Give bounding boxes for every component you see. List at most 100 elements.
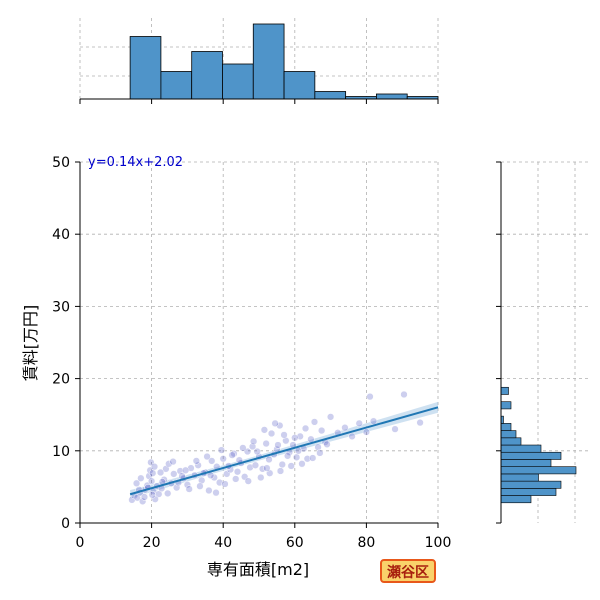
scatter-point (196, 482, 204, 490)
scatter-point (137, 474, 145, 482)
scatter-point (298, 460, 306, 468)
scatter-point (291, 434, 299, 442)
scatter-point (146, 466, 154, 474)
scatter-point (232, 475, 240, 483)
top-histogram-bar (129, 36, 162, 100)
scatter-point (274, 441, 282, 449)
scatter-point (276, 467, 285, 475)
top-histogram-bar (160, 71, 193, 100)
scatter-point (139, 497, 147, 505)
y-axis-label: 賃料[万円] (21, 305, 40, 382)
right-histogram-bar (500, 430, 517, 439)
scatter-point (265, 455, 273, 464)
scatter-point (400, 390, 408, 399)
scatter-point (203, 452, 211, 461)
scatter-point (416, 418, 424, 427)
scatter-point (253, 447, 261, 456)
right-histogram-bar (500, 459, 552, 467)
scatter-point (296, 432, 304, 441)
scatter-point (198, 476, 206, 485)
x-tick-label: 20 (143, 535, 161, 551)
scatter-point (156, 468, 165, 477)
right-histogram-bar (500, 386, 509, 395)
scatter-point (244, 477, 252, 485)
scatter-point (263, 464, 271, 472)
scatter-point (362, 428, 371, 436)
scatter-point (140, 493, 149, 501)
scatter-point (219, 455, 227, 463)
scatter-point (169, 457, 177, 466)
top-histogram (129, 23, 439, 100)
regression-equation: y=0.14x+2.02 (88, 155, 183, 170)
right-histogram-bar (500, 488, 557, 496)
scatter-point (170, 470, 178, 478)
ward-badge: 瀬谷区 (380, 559, 436, 583)
right-histogram-bar (500, 401, 512, 410)
right-histogram-bar (500, 451, 562, 460)
scatter-point (192, 457, 201, 465)
scatter-point (314, 443, 322, 451)
scatter-point (341, 424, 349, 432)
y-tick-label: 50 (52, 155, 70, 171)
scatter-point (366, 393, 374, 401)
top-histogram-bar (314, 91, 347, 100)
x-tick-label: 0 (76, 535, 85, 551)
scatter-point (165, 460, 173, 468)
y-tick-label: 30 (52, 299, 70, 315)
scatter-point (251, 461, 260, 469)
scatter-point (147, 477, 156, 485)
right-histogram-bar (500, 437, 522, 446)
x-tick-label: 60 (286, 535, 304, 551)
right-histogram-bar (500, 466, 577, 475)
scatter-point (183, 481, 192, 489)
regression-line (129, 406, 439, 496)
scatter-point (205, 486, 213, 495)
scatter-point (287, 462, 295, 470)
scatter-point (241, 473, 249, 481)
y-tick-label: 40 (52, 227, 70, 243)
scatter-point (310, 418, 319, 426)
scatter-point (217, 446, 226, 454)
scatter-point (151, 495, 159, 503)
right-histogram-bar (500, 473, 539, 482)
scatter-point (212, 489, 220, 497)
scatter-point (185, 485, 193, 493)
scatter-point (271, 419, 279, 428)
right-histogram-bar (500, 423, 512, 431)
right-histogram-bar (500, 480, 562, 489)
scatter-point (228, 451, 236, 459)
top-histogram-bar (191, 51, 223, 100)
scatter-point (233, 468, 242, 476)
scatter-point (355, 419, 363, 428)
scatter-point (309, 454, 317, 462)
scatter-point (246, 463, 254, 472)
scatter-point (147, 458, 155, 467)
scatter-point (223, 470, 231, 478)
scatter-point (210, 473, 218, 482)
scatter-point (282, 437, 290, 445)
x-tick-label: 100 (425, 535, 452, 551)
scatter-point (164, 489, 172, 498)
scatter-point (280, 431, 288, 439)
scatter-point (148, 491, 156, 499)
scatter-point (267, 429, 276, 438)
scatter-point (326, 413, 335, 421)
top-histogram-bar (283, 71, 316, 100)
scatter-point (149, 469, 157, 477)
scatter-point (262, 439, 270, 448)
top-histogram-bar (252, 23, 285, 100)
y-tick-label: 10 (52, 444, 70, 460)
scatter-point (283, 452, 292, 460)
scatter-point (194, 461, 202, 469)
scatter-point (391, 425, 399, 433)
scatter-point (239, 444, 247, 452)
scatter-point (323, 440, 331, 448)
gridlines (80, 161, 439, 523)
top-histogram-bar (222, 63, 254, 100)
scatter-point (369, 417, 378, 425)
top-histogram-bar (376, 93, 408, 100)
scatter-point (292, 453, 301, 461)
right-histogram-bar (500, 444, 542, 453)
scatter-point (301, 424, 310, 433)
